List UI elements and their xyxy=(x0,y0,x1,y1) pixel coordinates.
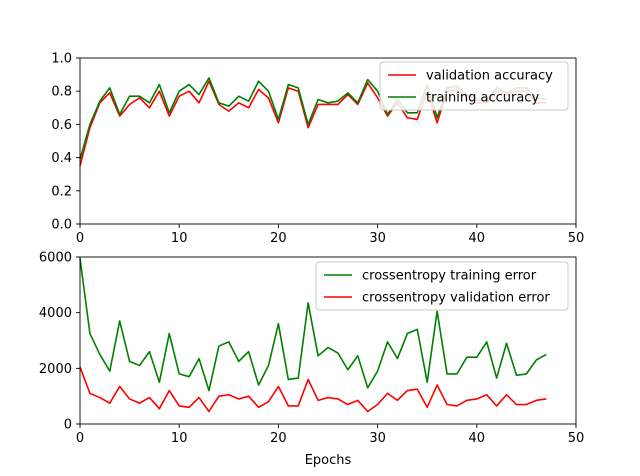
axes-frame xyxy=(79,57,577,225)
x-tick-label: 20 xyxy=(270,231,287,246)
x-tick-label: 50 xyxy=(568,231,585,246)
x-tick-label: 30 xyxy=(369,231,386,246)
legend-label-0: validation accuracy xyxy=(426,69,553,84)
y-tick-label: 0.6 xyxy=(51,118,72,133)
y-tick-label: 1.0 xyxy=(51,52,72,67)
x-tick-label: 40 xyxy=(469,431,486,446)
accuracy-chart: 0 10 20 30 40 50 0.0 0.2 0.4 0.6 0.8 1.0 validation … xyxy=(51,52,584,247)
legend-label-1: crossentropy validation error xyxy=(362,291,550,306)
x-tick-label: 10 xyxy=(171,431,188,446)
x-tick-label: 20 xyxy=(270,431,287,446)
x-tick-label: 30 xyxy=(369,431,386,446)
legend-label-1: training accuracy xyxy=(426,91,539,106)
axes-frame xyxy=(79,256,577,425)
y-tick-label: 0.4 xyxy=(51,151,72,166)
series-line-0 xyxy=(79,258,547,392)
x-tick-label: 0 xyxy=(76,231,84,246)
x-tick-label: 10 xyxy=(171,231,188,246)
y-tick-label: 0 xyxy=(64,418,72,433)
y-tick-label: 4000 xyxy=(39,306,72,321)
series-line-1 xyxy=(79,366,547,413)
y-tick-label: 2000 xyxy=(39,362,72,377)
x-axis-label: Epochs xyxy=(305,453,352,468)
y-tick-label: 0.8 xyxy=(51,85,72,100)
legend-label-0: crossentropy training error xyxy=(362,269,537,284)
legend-box xyxy=(315,261,569,311)
error-chart: 0 10 20 30 40 50 0 2000 4000 6000 Epochs crossentro… xyxy=(39,251,584,469)
x-tick-label: 0 xyxy=(76,431,84,446)
x-tick-label: 50 xyxy=(568,431,585,446)
y-tick-label: 0.0 xyxy=(51,218,72,233)
legend-box xyxy=(379,61,569,111)
y-tick-label: 0.2 xyxy=(51,184,72,199)
y-tick-label: 6000 xyxy=(39,251,72,266)
x-tick-label: 40 xyxy=(469,231,486,246)
